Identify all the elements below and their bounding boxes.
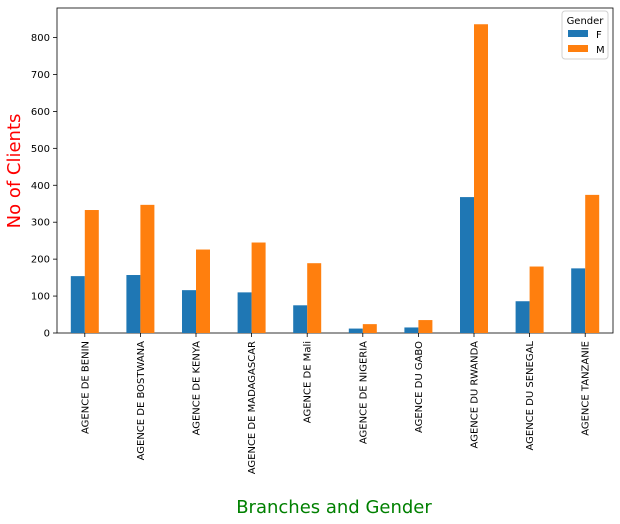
bar-f-2 xyxy=(182,290,196,333)
bar-m-5 xyxy=(362,324,377,333)
x-tick-label: AGENCE DE BOSTWANA xyxy=(136,341,147,461)
bar-m-2 xyxy=(196,249,210,333)
x-tick-label: AGENCE TANZANIE xyxy=(581,341,592,436)
bar-m-8 xyxy=(529,266,544,333)
y-axis: 0 100 200 300 400 500 600 700 800 xyxy=(31,33,57,340)
bar-f-3 xyxy=(237,292,252,333)
y-tick-label: 400 xyxy=(31,181,50,192)
legend-label-m: M xyxy=(596,45,605,56)
y-tick-label: 100 xyxy=(31,292,50,303)
y-tick-label: 800 xyxy=(31,33,50,44)
x-tick-label: AGENCE DE NIGERIA xyxy=(358,341,369,444)
bar-f-0 xyxy=(70,276,85,333)
bar-m-4 xyxy=(307,263,322,333)
x-tick-label: AGENCE DE Mali xyxy=(303,341,314,423)
bars-group xyxy=(70,24,600,333)
legend-swatch-f xyxy=(568,30,588,37)
bar-f-4 xyxy=(293,305,308,333)
bar-m-7 xyxy=(474,24,488,333)
bar-m-0 xyxy=(84,210,99,333)
bar-f-8 xyxy=(515,301,530,333)
x-tick-label: AGENCE DU GABO xyxy=(414,341,425,433)
legend-label-f: F xyxy=(596,30,602,41)
legend-swatch-m xyxy=(568,45,588,52)
y-tick-label: 200 xyxy=(31,255,50,266)
x-tick-label: AGENCE DU SENEGAL xyxy=(525,341,536,451)
bar-m-6 xyxy=(418,320,433,333)
y-tick-label: 0 xyxy=(44,329,50,340)
y-tick-label: 600 xyxy=(31,107,50,118)
bar-f-9 xyxy=(571,268,586,333)
x-tick-label: AGENCE DU RWANDA xyxy=(470,341,481,449)
bar-m-1 xyxy=(140,204,155,333)
bar-f-5 xyxy=(348,328,363,333)
legend: Gender F M xyxy=(561,10,609,60)
bar-f-7 xyxy=(460,197,474,333)
x-tick-label: AGENCE DE MADAGASCAR xyxy=(247,341,258,474)
bar-m-3 xyxy=(251,242,266,333)
x-axis: AGENCE DE BENIN AGENCE DE BOSTWANA AGENCE … xyxy=(80,333,592,474)
bar-f-6 xyxy=(404,327,419,333)
bar-f-1 xyxy=(126,275,141,333)
x-tick-label: AGENCE DE KENYA xyxy=(192,341,203,436)
x-axis-label: Branches and Gender xyxy=(236,497,432,518)
y-axis-label: No of Clients xyxy=(4,114,25,229)
bar-m-9 xyxy=(585,194,600,333)
x-tick-label: AGENCE DE BENIN xyxy=(80,341,91,434)
y-tick-label: 500 xyxy=(31,144,50,155)
legend-title: Gender xyxy=(567,16,605,27)
y-tick-label: 300 xyxy=(31,218,50,229)
y-tick-label: 700 xyxy=(31,70,50,81)
